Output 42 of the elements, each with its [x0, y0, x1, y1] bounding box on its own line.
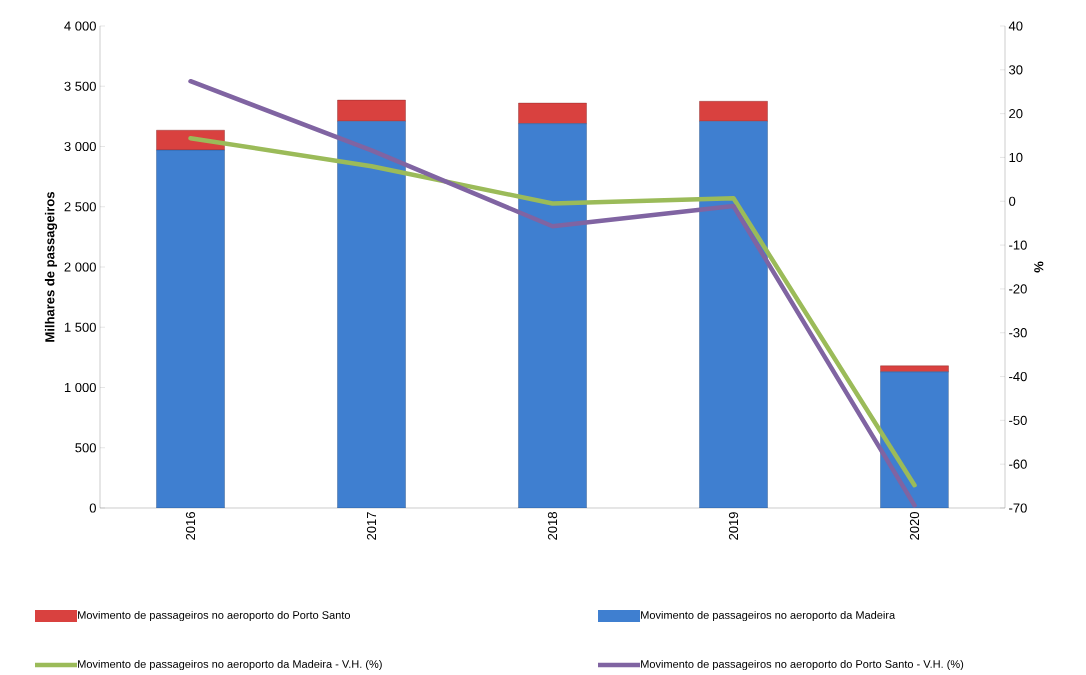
y-tick-label: 1 500 [64, 322, 96, 332]
x-tick-label: 2018 [547, 512, 558, 540]
bar [156, 149, 225, 508]
x-tick-label: 2020 [909, 512, 920, 540]
y2-tick-label: -10 [1009, 240, 1027, 250]
y-tick-label: 0 [89, 503, 96, 513]
y-tick-label: 1 000 [64, 382, 96, 393]
bar [337, 120, 406, 508]
y2-tick-label: -30 [1009, 328, 1027, 338]
y-tick-label: 4 000 [64, 21, 96, 31]
y2-tick-label: 10 [1009, 152, 1023, 163]
y-tick-label: 3 500 [64, 81, 96, 91]
bar [518, 123, 587, 508]
x-tick-label: 2019 [728, 512, 739, 540]
y2-tick-label: 30 [1009, 65, 1023, 75]
y2-tick-label: 0 [1009, 196, 1016, 206]
y2-tick-label: 20 [1009, 109, 1023, 119]
legend-label: Movimento de passageiros no aeroporto do Porto Santo [78, 610, 351, 622]
bar [518, 102, 587, 124]
y2-tick-label: -50 [1009, 415, 1027, 425]
y2-tick-label: 40 [1008, 21, 1023, 31]
x-tick-label: 2016 [185, 512, 196, 540]
line-series [188, 135, 917, 488]
y2-axis-title: % [1034, 261, 1044, 273]
y2-tick-label: -20 [1009, 284, 1027, 294]
legend-label: Movimento de passageiros no aeroporto da Madeira - V.H. (%) [78, 659, 382, 671]
bar [880, 371, 949, 508]
y-tick-label: 2 000 [64, 262, 96, 272]
y2-tick-label: -60 [1009, 459, 1027, 469]
legend-label: Movimento de passageiros no aeroporto da Madeira [641, 610, 896, 622]
y-tick-label: 500 [75, 443, 96, 453]
line-series [188, 78, 917, 508]
y-tick-label: 3 000 [64, 141, 96, 152]
x-tick-label: 2017 [366, 512, 377, 540]
y-axis-title: Milhares de passageiros [44, 192, 58, 342]
bar [699, 101, 768, 122]
y-tick-label: 2 500 [64, 202, 96, 212]
bar [337, 99, 406, 122]
y2-tick-label: -40 [1009, 371, 1027, 382]
y2-tick-label: -70 [1009, 503, 1027, 513]
legend-label: Movimento de passageiros no aeroporto do Porto Santo - V.H. (%) [641, 659, 964, 671]
bar [699, 120, 768, 508]
